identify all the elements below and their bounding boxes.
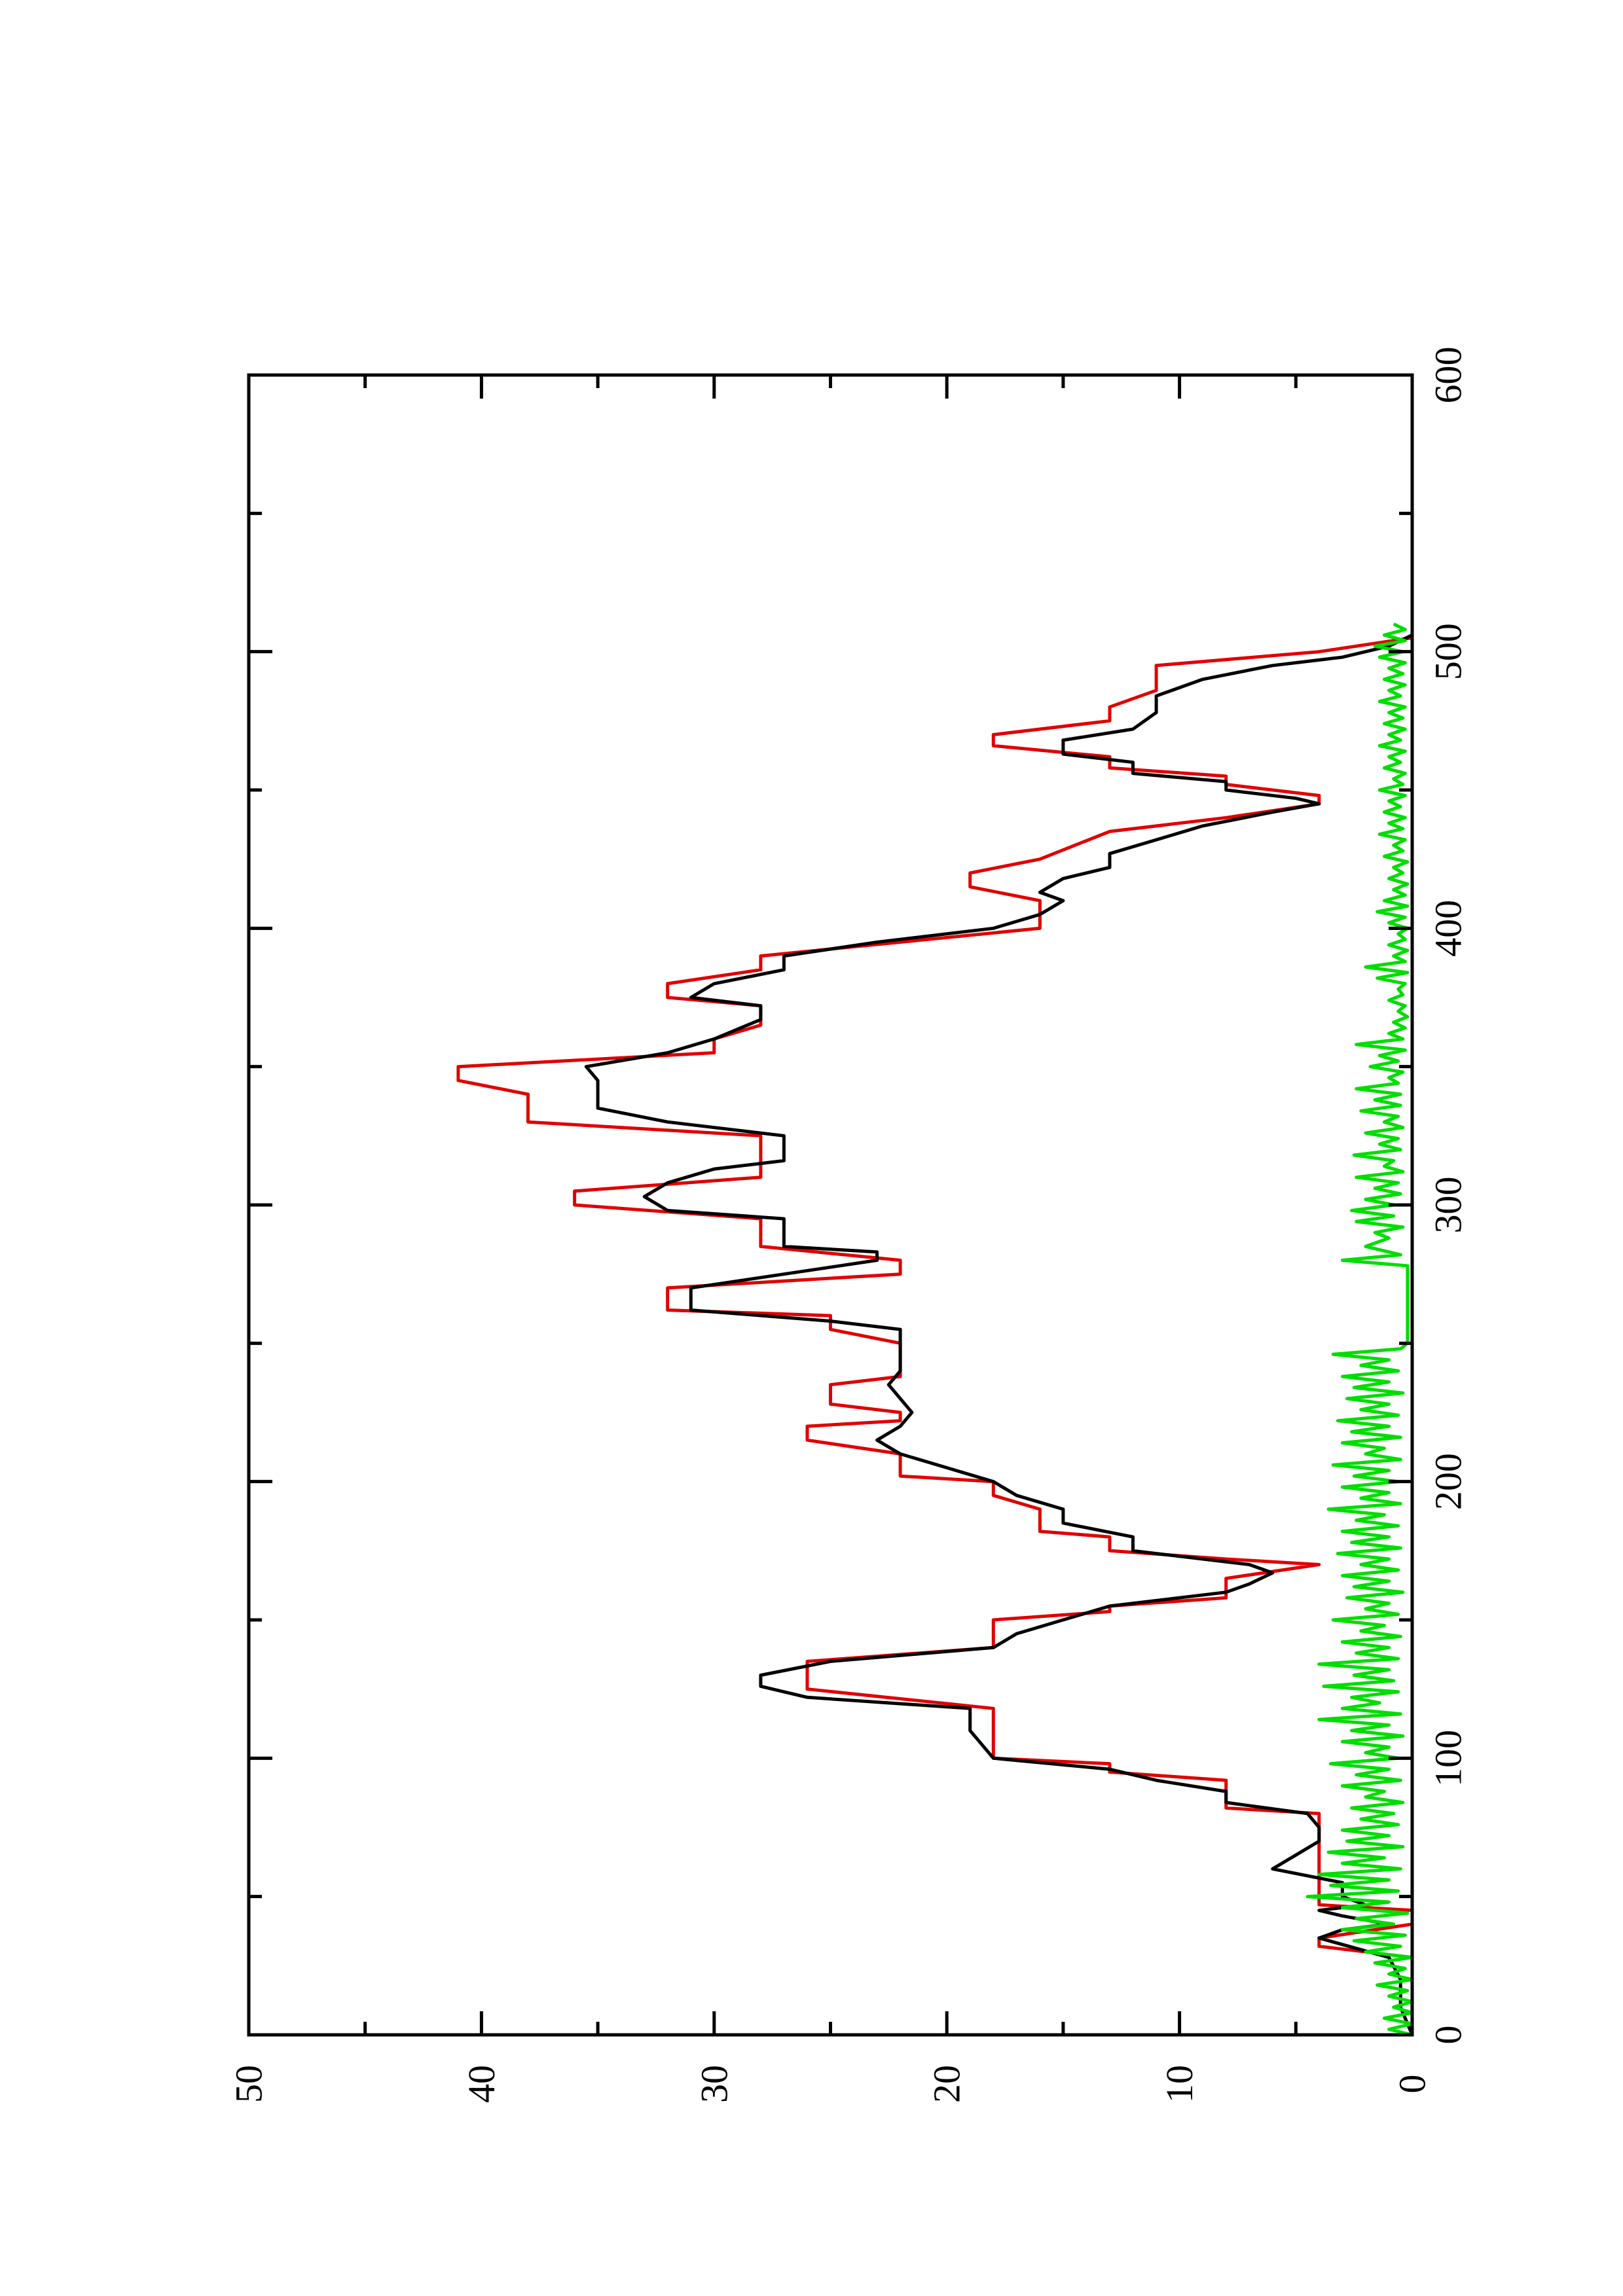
x-tick-label: 500: [1427, 623, 1470, 680]
plot-frame: [247, 373, 1414, 2037]
axis-ticks: [247, 373, 1414, 2037]
plot-lines: [456, 622, 1414, 2037]
x-tick-label: 100: [1427, 1730, 1470, 1787]
y-tick-label: 10: [1158, 2065, 1201, 2103]
y-tick-label: 50: [228, 2065, 270, 2103]
series-line-2: [584, 634, 1414, 2036]
x-tick-label: 0: [1427, 2026, 1470, 2045]
x-tick-label: 400: [1427, 900, 1470, 957]
x-tick-label: 300: [1427, 1177, 1470, 1234]
x-tick-label: 200: [1427, 1453, 1470, 1510]
x-tick-label: 600: [1427, 347, 1470, 404]
series-line-3: [1305, 622, 1414, 2037]
axis-tick-labels: 0 100 200 300 400 500 600 0 10 20 30 40 50: [228, 347, 1470, 2104]
y-tick-label: 30: [693, 2065, 735, 2103]
y-tick-label: 40: [460, 2065, 503, 2103]
y-tick-label: 0: [1391, 2075, 1434, 2094]
y-tick-label: 20: [926, 2065, 968, 2103]
